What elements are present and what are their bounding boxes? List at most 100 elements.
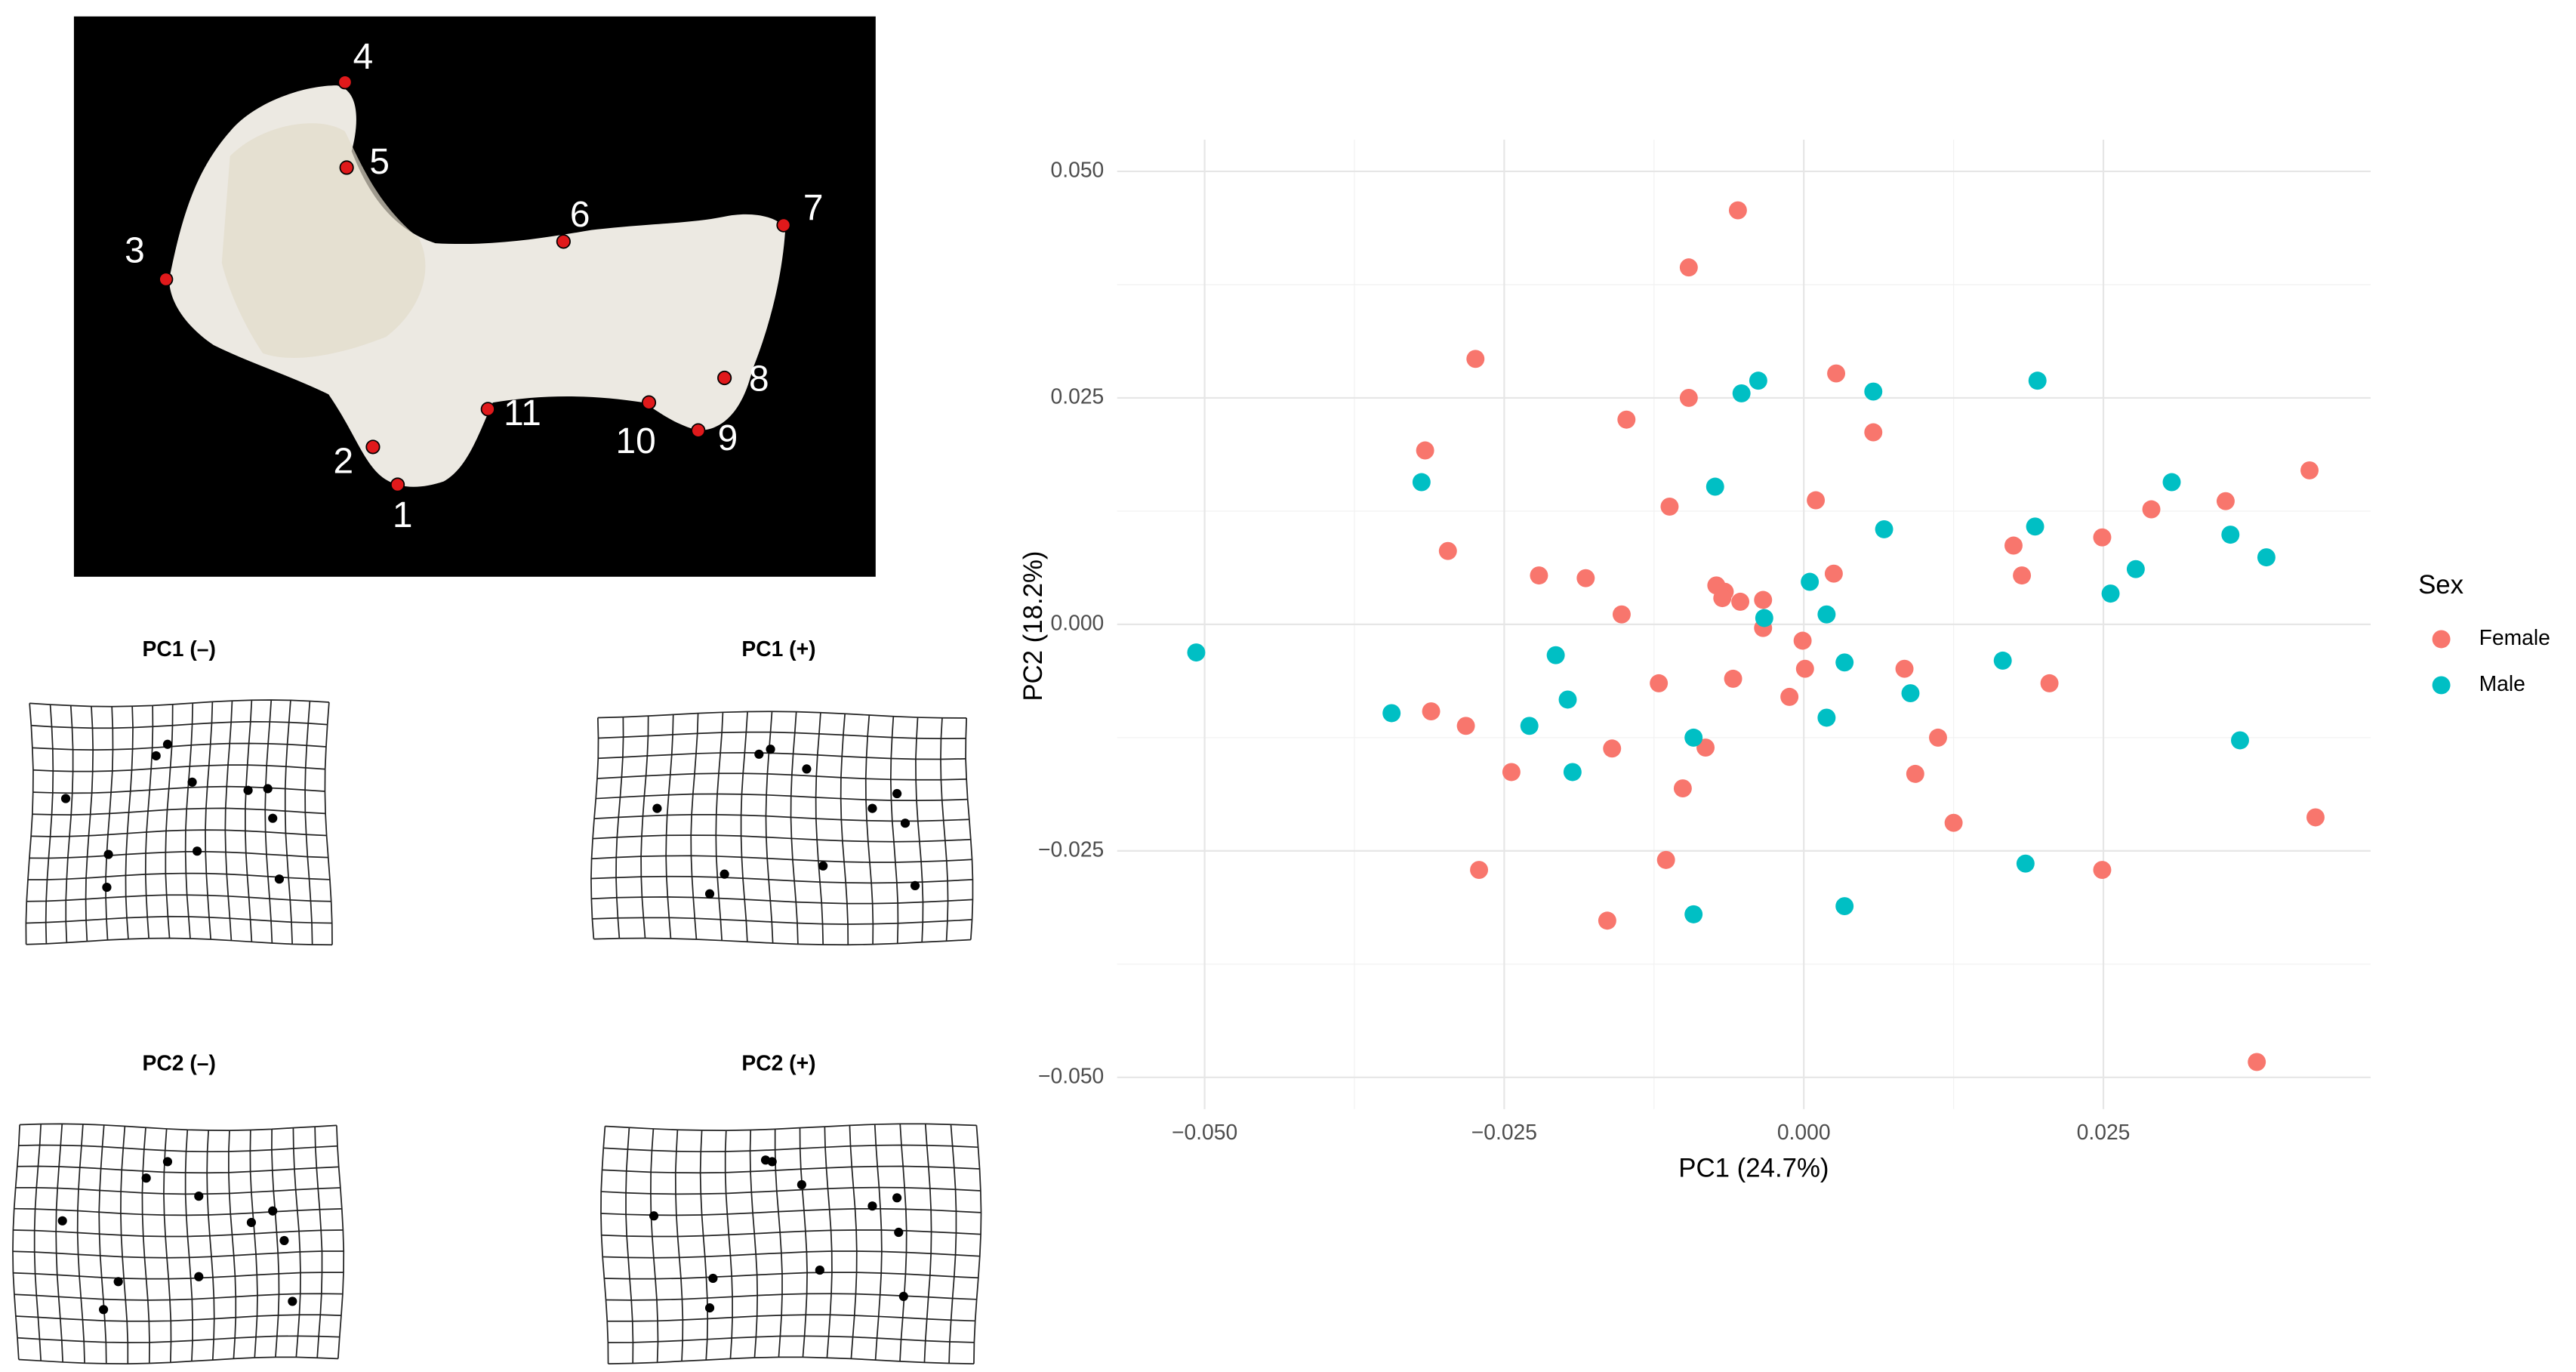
grid-row bbox=[27, 872, 330, 880]
point bbox=[2231, 731, 2249, 750]
grid-row bbox=[29, 699, 329, 708]
point bbox=[2093, 528, 2112, 547]
point bbox=[1598, 911, 1616, 930]
grid-row bbox=[26, 937, 332, 946]
point bbox=[1466, 350, 1485, 368]
grid-row bbox=[18, 1356, 338, 1364]
grid-row bbox=[591, 855, 972, 863]
grid-column bbox=[12, 1124, 20, 1360]
point bbox=[1835, 653, 1854, 672]
grid-row bbox=[608, 1356, 974, 1364]
landmark-point bbox=[268, 1206, 278, 1216]
point bbox=[1807, 491, 1826, 510]
landmark-point bbox=[867, 803, 877, 813]
landmark-point bbox=[162, 739, 173, 749]
grid-row bbox=[594, 814, 969, 822]
grid-column bbox=[55, 1124, 63, 1362]
grid-row bbox=[601, 1186, 981, 1195]
grid-column bbox=[335, 1125, 345, 1359]
grid-column bbox=[940, 717, 949, 942]
grid-column bbox=[699, 1130, 709, 1361]
grid-column bbox=[864, 714, 874, 945]
grid-row bbox=[12, 1250, 344, 1259]
y-axis-title: PC2 (18.2%) bbox=[1018, 550, 1048, 701]
landmark-point bbox=[113, 1277, 123, 1287]
landmark-label: 10 bbox=[616, 421, 656, 461]
grid-column bbox=[141, 1127, 150, 1364]
grid-row bbox=[32, 742, 326, 751]
grid-row bbox=[17, 1165, 339, 1174]
point bbox=[2257, 548, 2276, 567]
grid-column bbox=[889, 716, 899, 944]
landmark-dot bbox=[691, 423, 706, 438]
grid-row bbox=[593, 937, 971, 946]
grid-column bbox=[973, 1125, 982, 1364]
grid-column bbox=[65, 705, 74, 943]
landmark-point bbox=[649, 1211, 659, 1221]
landmark-point bbox=[141, 1173, 151, 1183]
point bbox=[2216, 492, 2235, 510]
bone-shading bbox=[221, 123, 426, 359]
landmark-point bbox=[704, 889, 715, 899]
point bbox=[1679, 258, 1698, 277]
point bbox=[1713, 589, 1732, 608]
landmark-point bbox=[818, 861, 828, 871]
point bbox=[1416, 441, 1434, 460]
point bbox=[1617, 410, 1636, 429]
landmark-point bbox=[894, 1227, 904, 1238]
grid-column bbox=[271, 1129, 280, 1358]
point bbox=[1801, 572, 1820, 591]
landmark-dot bbox=[556, 234, 571, 249]
grid-column bbox=[915, 717, 924, 942]
grid-column bbox=[674, 1130, 684, 1361]
grid-row bbox=[32, 807, 326, 815]
grid-column bbox=[815, 712, 824, 945]
grid-row bbox=[18, 1144, 337, 1153]
grid-row bbox=[593, 834, 971, 843]
landmark-point bbox=[193, 846, 202, 856]
grid-column bbox=[824, 1127, 833, 1358]
grid-column bbox=[249, 1130, 258, 1358]
landmark-label: 7 bbox=[803, 188, 824, 228]
point bbox=[1520, 717, 1539, 735]
point bbox=[1456, 717, 1475, 735]
point bbox=[1603, 739, 1622, 758]
landmark-label: 5 bbox=[369, 142, 390, 182]
landmark-point bbox=[815, 1265, 824, 1275]
landmark-point bbox=[892, 788, 902, 799]
landmark-point bbox=[151, 751, 161, 761]
point bbox=[1732, 384, 1751, 402]
landmark-point bbox=[194, 1192, 204, 1201]
landmark-point bbox=[754, 749, 764, 759]
grid-column bbox=[749, 1130, 759, 1358]
point bbox=[1679, 388, 1698, 407]
landmark-point bbox=[103, 849, 113, 859]
landmark-point bbox=[766, 745, 775, 754]
landmark-point bbox=[767, 1157, 777, 1167]
point bbox=[2142, 500, 2161, 519]
grid-column bbox=[650, 1128, 659, 1363]
landmark-point bbox=[57, 1216, 67, 1226]
y-tick-label: 0.050 bbox=[1051, 157, 1105, 181]
point bbox=[1656, 850, 1675, 869]
grid-row bbox=[607, 1314, 975, 1322]
landmark-point bbox=[187, 777, 197, 787]
grid-row bbox=[26, 894, 331, 902]
grid-column bbox=[923, 1124, 932, 1363]
grid-column bbox=[105, 706, 114, 940]
landmark-dot bbox=[776, 217, 791, 233]
landmark-dot bbox=[365, 439, 381, 455]
grid-row bbox=[17, 1335, 340, 1343]
point bbox=[2013, 566, 2032, 585]
point bbox=[1901, 684, 1920, 703]
y-tick-label: −0.025 bbox=[1038, 837, 1104, 861]
grid-row bbox=[15, 1186, 340, 1195]
grid-row bbox=[31, 829, 327, 837]
point bbox=[1546, 646, 1565, 664]
legend-label: Male bbox=[2479, 671, 2525, 695]
point bbox=[1731, 592, 1750, 611]
grid-title: PC2 (+) bbox=[741, 1051, 815, 1075]
grid-column bbox=[874, 1124, 883, 1361]
grid-title: PC2 (–) bbox=[142, 1051, 215, 1075]
grid-row bbox=[602, 1250, 980, 1259]
